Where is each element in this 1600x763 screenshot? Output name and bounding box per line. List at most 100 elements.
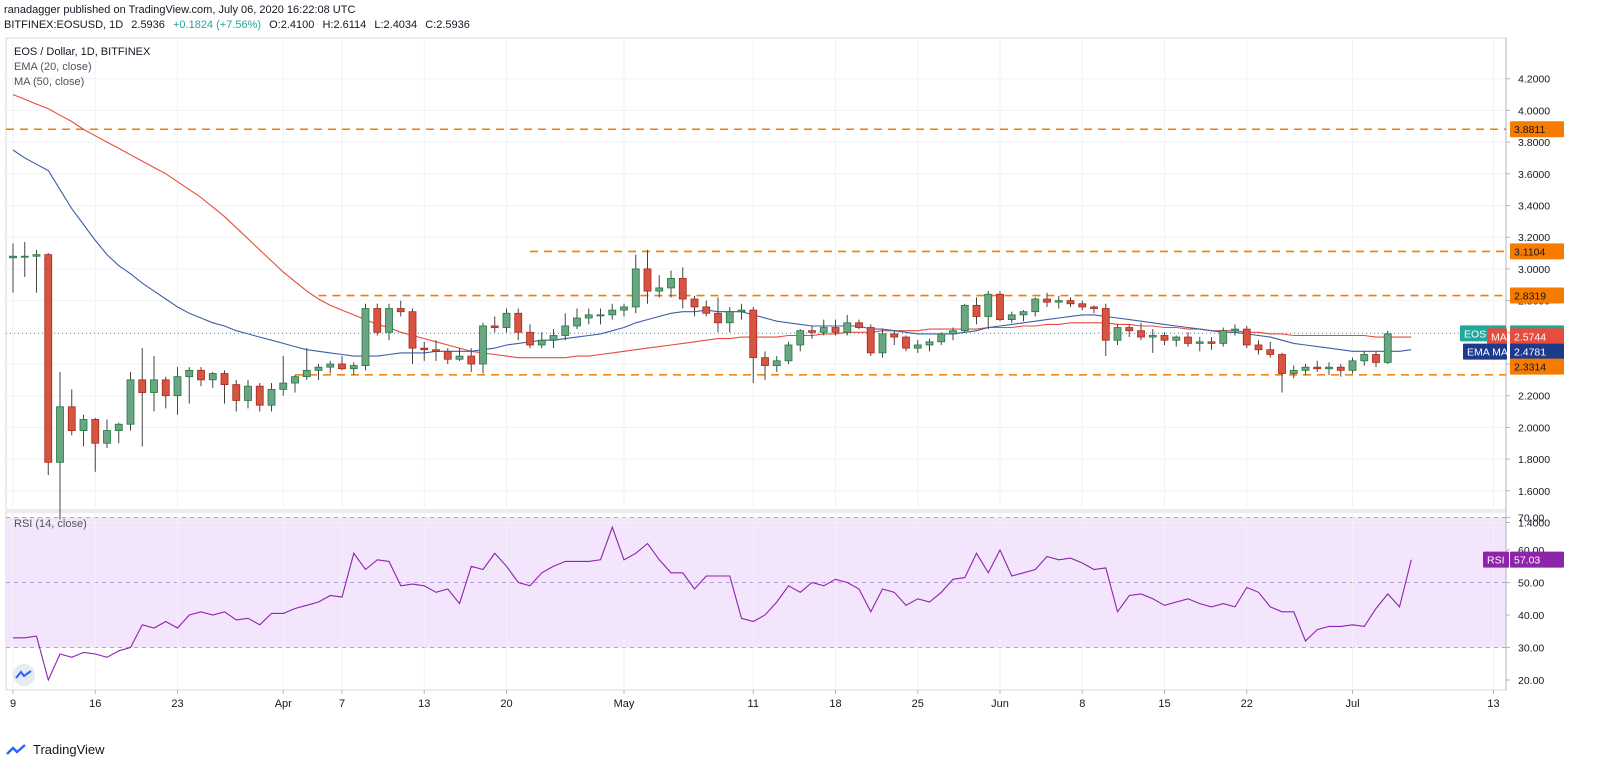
svg-text:07:38:09: 07:38:09 xyxy=(1514,343,1555,355)
candle-body xyxy=(1301,366,1310,371)
series-title: EOS / Dollar, 1D, BITFINEX xyxy=(14,46,151,58)
candle-body xyxy=(1031,298,1040,313)
candle-body xyxy=(1383,333,1392,363)
x-tick-label: Apr xyxy=(275,698,292,710)
candle-body xyxy=(902,336,910,349)
tradingview-brand[interactable]: TradingView xyxy=(6,742,105,757)
candle-body xyxy=(1160,335,1169,341)
rsi-y-tick-label: 50.00 xyxy=(1518,578,1544,590)
candle-body xyxy=(561,325,570,336)
candle-body xyxy=(408,311,417,349)
candle-body xyxy=(702,306,711,314)
candle-body xyxy=(150,379,158,393)
candle-body xyxy=(714,312,722,324)
x-tick-label: 20 xyxy=(500,698,512,710)
candle-body xyxy=(220,373,229,386)
candle-body xyxy=(866,327,875,354)
candle-body xyxy=(1348,360,1357,371)
candle-body xyxy=(1313,366,1322,370)
candle-body xyxy=(949,330,957,335)
price-pane xyxy=(5,37,1507,511)
low-value: L:2.4034 xyxy=(374,19,418,31)
ema-value-tag: 2.4781 xyxy=(1510,343,1564,360)
rsi-y-tick-label: 30.00 xyxy=(1518,643,1544,655)
tv-logo-badge-icon xyxy=(13,664,35,686)
candle-body xyxy=(620,306,628,311)
candle-body xyxy=(1090,306,1098,309)
last-price-tag: 2.5936 xyxy=(1510,325,1564,342)
candle-body xyxy=(9,255,17,259)
candle-body xyxy=(103,430,111,444)
candle-body xyxy=(1336,366,1345,371)
candle-body xyxy=(984,293,993,317)
svg-text:2.8319: 2.8319 xyxy=(1514,291,1546,303)
x-tick-label: 25 xyxy=(912,698,924,710)
candle-body xyxy=(396,308,405,313)
rsi-y-axis: 20.00 30.00 40.00 50.00 60.00 70.00 xyxy=(1506,513,1544,687)
symbol-tag: EOSUSD xyxy=(1460,325,1509,342)
candle-body xyxy=(831,327,840,333)
countdown-tag: 07:38:09 xyxy=(1510,340,1564,357)
svg-text:2.3314: 2.3314 xyxy=(1514,362,1546,374)
y-tick-label: 3.0000 xyxy=(1518,264,1550,276)
y-tick-label: 2.4000 xyxy=(1518,359,1550,371)
candle-body xyxy=(1054,300,1063,303)
candle-body xyxy=(549,335,558,341)
candle-body xyxy=(443,350,452,360)
svg-text:2.4781: 2.4781 xyxy=(1514,347,1546,359)
high-value: H:2.6114 xyxy=(322,19,367,31)
publisher-line: ranadagger published on TradingView.com,… xyxy=(4,4,356,16)
ema20-line xyxy=(12,149,1412,357)
candle-body xyxy=(796,330,805,346)
candle-body xyxy=(1137,330,1145,338)
candle-body xyxy=(1125,327,1134,332)
candle-body xyxy=(1254,344,1263,351)
candle-body xyxy=(1289,369,1298,374)
candle-body xyxy=(208,373,217,381)
candle-body xyxy=(1113,327,1122,341)
level-tag: 2.3314 xyxy=(1510,358,1564,375)
candle-body xyxy=(479,325,487,365)
candle-body xyxy=(526,331,534,346)
open-value: O:2.4100 xyxy=(269,19,315,31)
candle-body xyxy=(1066,300,1075,305)
candle-body xyxy=(678,278,687,300)
ma-legend: MA (50, close) xyxy=(14,76,85,88)
candle-body xyxy=(138,379,147,393)
y-tick-label: 3.6000 xyxy=(1518,169,1550,181)
candle-body xyxy=(1266,349,1275,355)
ema-legend: EMA (20, close) xyxy=(14,61,92,73)
candle-body xyxy=(338,363,346,370)
grid: 9 16 23 Apr 7 13 20 May 11 18 25 Jun 8 15 22 Jul 13 xyxy=(10,38,1500,710)
candle-body xyxy=(56,406,64,463)
candle-body xyxy=(608,309,617,316)
ma-tag: MA xyxy=(1487,328,1507,345)
candle-body xyxy=(1007,314,1016,321)
candle-body xyxy=(490,325,499,328)
candle-body xyxy=(126,379,135,425)
rsi-y-tick-label: 20.00 xyxy=(1518,675,1544,687)
x-tick-label: 22 xyxy=(1241,698,1253,710)
level-tag: 2.8319 xyxy=(1510,287,1564,304)
candle-body xyxy=(937,333,946,343)
svg-text:RSI: RSI xyxy=(1487,555,1505,567)
candle-body xyxy=(79,419,88,431)
y-tick-label: 2.6000 xyxy=(1518,327,1550,339)
candle-body xyxy=(514,312,523,333)
x-tick-label: 13 xyxy=(1487,698,1499,710)
candle-body xyxy=(1184,336,1192,344)
candle-body xyxy=(1207,341,1216,344)
y-tick-label: 3.4000 xyxy=(1518,201,1550,213)
candle-body xyxy=(1325,366,1333,370)
y-tick-label: 1.6000 xyxy=(1518,486,1550,498)
candle-body xyxy=(749,309,758,359)
x-tick-label: 8 xyxy=(1079,698,1085,710)
candle-body xyxy=(455,355,464,360)
candle-body xyxy=(596,314,605,317)
candle-body xyxy=(1172,336,1181,341)
candle-body xyxy=(1242,328,1251,346)
y-tick-label: 1.8000 xyxy=(1518,454,1550,466)
candles xyxy=(9,241,1392,520)
svg-text:2.5744: 2.5744 xyxy=(1514,331,1546,343)
